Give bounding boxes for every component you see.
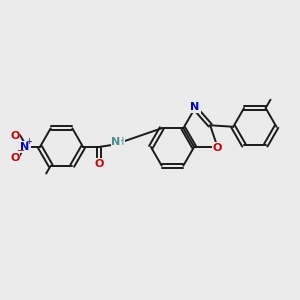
Text: −: −	[17, 146, 26, 156]
Text: N: N	[190, 102, 200, 112]
Text: H: H	[117, 137, 124, 147]
Text: +: +	[26, 136, 32, 146]
Text: O: O	[94, 159, 104, 169]
Text: O: O	[213, 143, 222, 153]
Text: N: N	[111, 137, 120, 147]
Text: O: O	[10, 153, 20, 164]
Text: N: N	[20, 142, 29, 152]
Text: O: O	[10, 130, 20, 141]
